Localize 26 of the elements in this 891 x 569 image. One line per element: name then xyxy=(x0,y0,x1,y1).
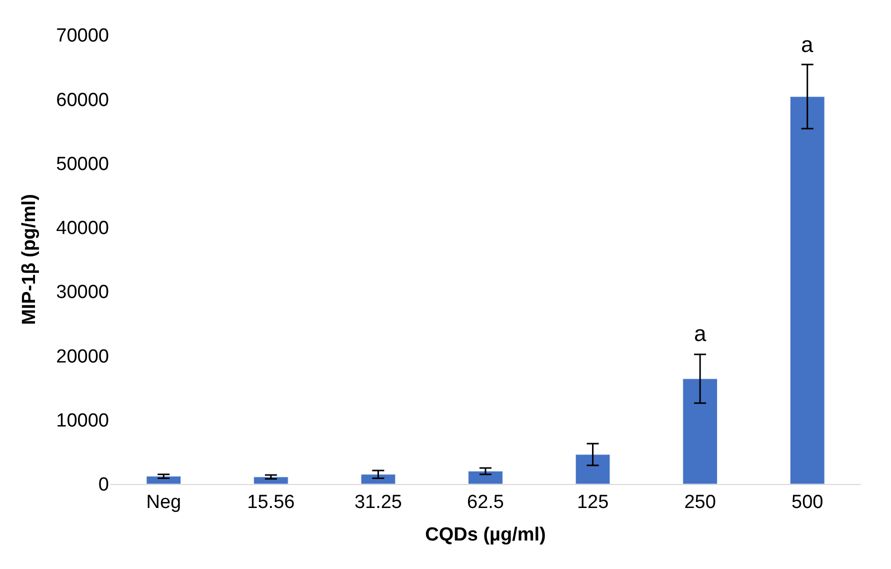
annotation: a xyxy=(801,32,814,57)
bar xyxy=(790,96,825,484)
bar xyxy=(146,476,182,484)
x-tick-label: 62.5 xyxy=(467,492,504,513)
x-tick-label: 500 xyxy=(792,492,824,513)
y-tick-label: 30000 xyxy=(56,282,109,304)
annotation: a xyxy=(694,321,707,346)
y-tick-label: 60000 xyxy=(56,90,109,111)
y-tick-label: 0 xyxy=(98,474,109,496)
x-tick-label: Neg xyxy=(146,492,182,513)
y-tick-label: 40000 xyxy=(56,218,109,240)
x-tick-label: 125 xyxy=(576,492,609,513)
bar xyxy=(360,474,396,484)
bar xyxy=(468,470,503,484)
y-axis-title: MIP-1β (pg/ml) xyxy=(19,194,40,325)
y-tick-label: 50000 xyxy=(56,154,109,175)
x-tick-label: 15.56 xyxy=(247,492,295,513)
bar xyxy=(575,454,610,484)
bar xyxy=(254,476,288,484)
x-tick-label: 31.25 xyxy=(354,492,402,513)
bar xyxy=(682,378,718,484)
x-axis-title: CQDs (µg/ml) xyxy=(425,524,546,546)
y-tick-label: 10000 xyxy=(56,410,109,432)
x-tick-label: 250 xyxy=(684,492,716,513)
y-tick-label: 20000 xyxy=(56,346,109,368)
y-tick-label: 70000 xyxy=(56,26,109,47)
